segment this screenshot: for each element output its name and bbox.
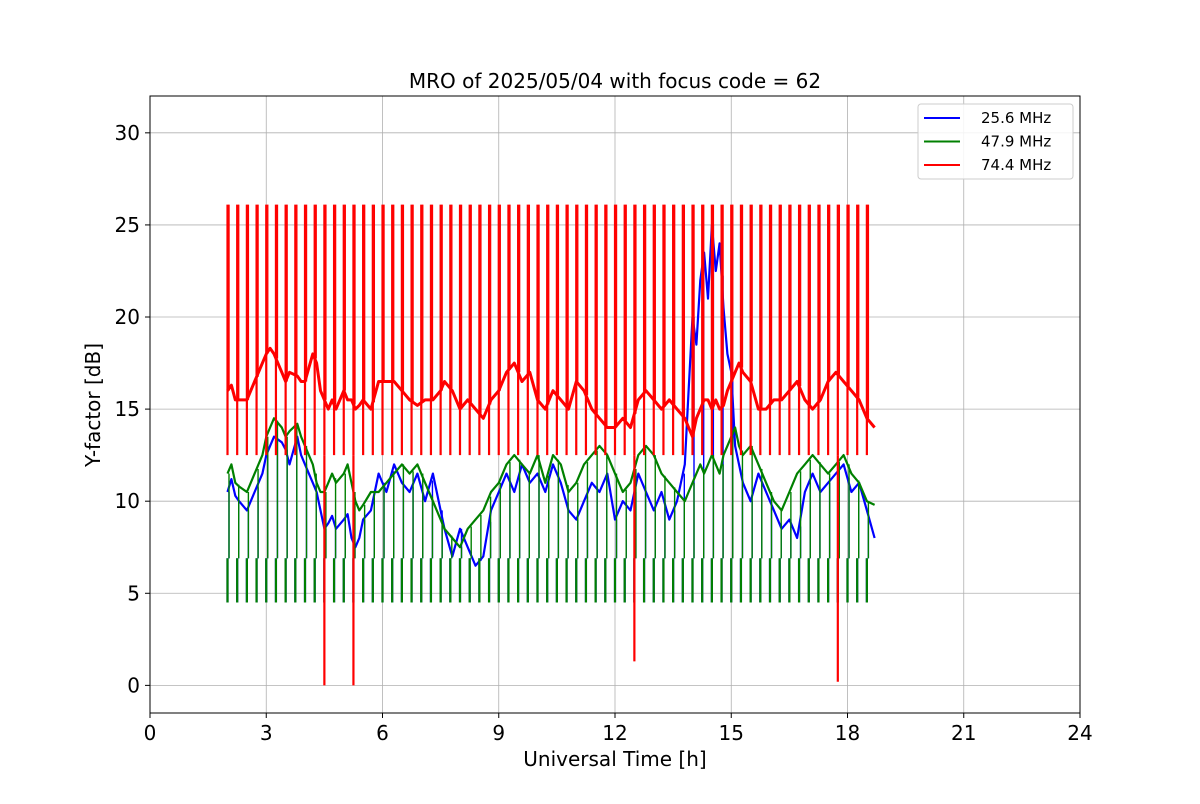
y-tick-label: 20	[115, 305, 140, 329]
x-tick-label: 15	[719, 721, 744, 745]
y-axis-label: Y-factor [dB]	[81, 343, 105, 468]
legend-label: 47.9 MHz	[981, 133, 1051, 151]
x-tick-label: 12	[602, 721, 627, 745]
y-tick-label: 30	[115, 121, 140, 145]
legend: 25.6 MHz 47.9 MHz 74.4 MHz	[917, 103, 1074, 180]
y-tick-label: 15	[115, 397, 140, 421]
axis-ticks: 0 3 6 9 12 15 18 21 24 0 5 10 15 20 25 30	[115, 121, 1093, 745]
x-tick-label: 9	[492, 721, 505, 745]
x-tick-label: 0	[144, 721, 157, 745]
x-tick-label: 3	[260, 721, 273, 745]
x-tick-label: 6	[376, 721, 389, 745]
plot-data	[226, 204, 876, 686]
chart-title: MRO of 2025/05/04 with focus code = 62	[409, 69, 821, 93]
y-tick-label: 0	[127, 673, 140, 697]
x-tick-label: 21	[951, 721, 976, 745]
series-74-4-mhz	[226, 204, 876, 456]
x-tick-label: 24	[1067, 721, 1092, 745]
x-axis-label: Universal Time [h]	[523, 747, 706, 771]
legend-label: 74.4 MHz	[981, 156, 1051, 174]
x-tick-label: 18	[835, 721, 860, 745]
y-tick-label: 25	[115, 213, 140, 237]
y-tick-label: 10	[115, 489, 140, 513]
legend-label: 25.6 MHz	[981, 109, 1051, 127]
y-tick-label: 5	[127, 581, 140, 605]
legend-box	[917, 103, 1074, 180]
